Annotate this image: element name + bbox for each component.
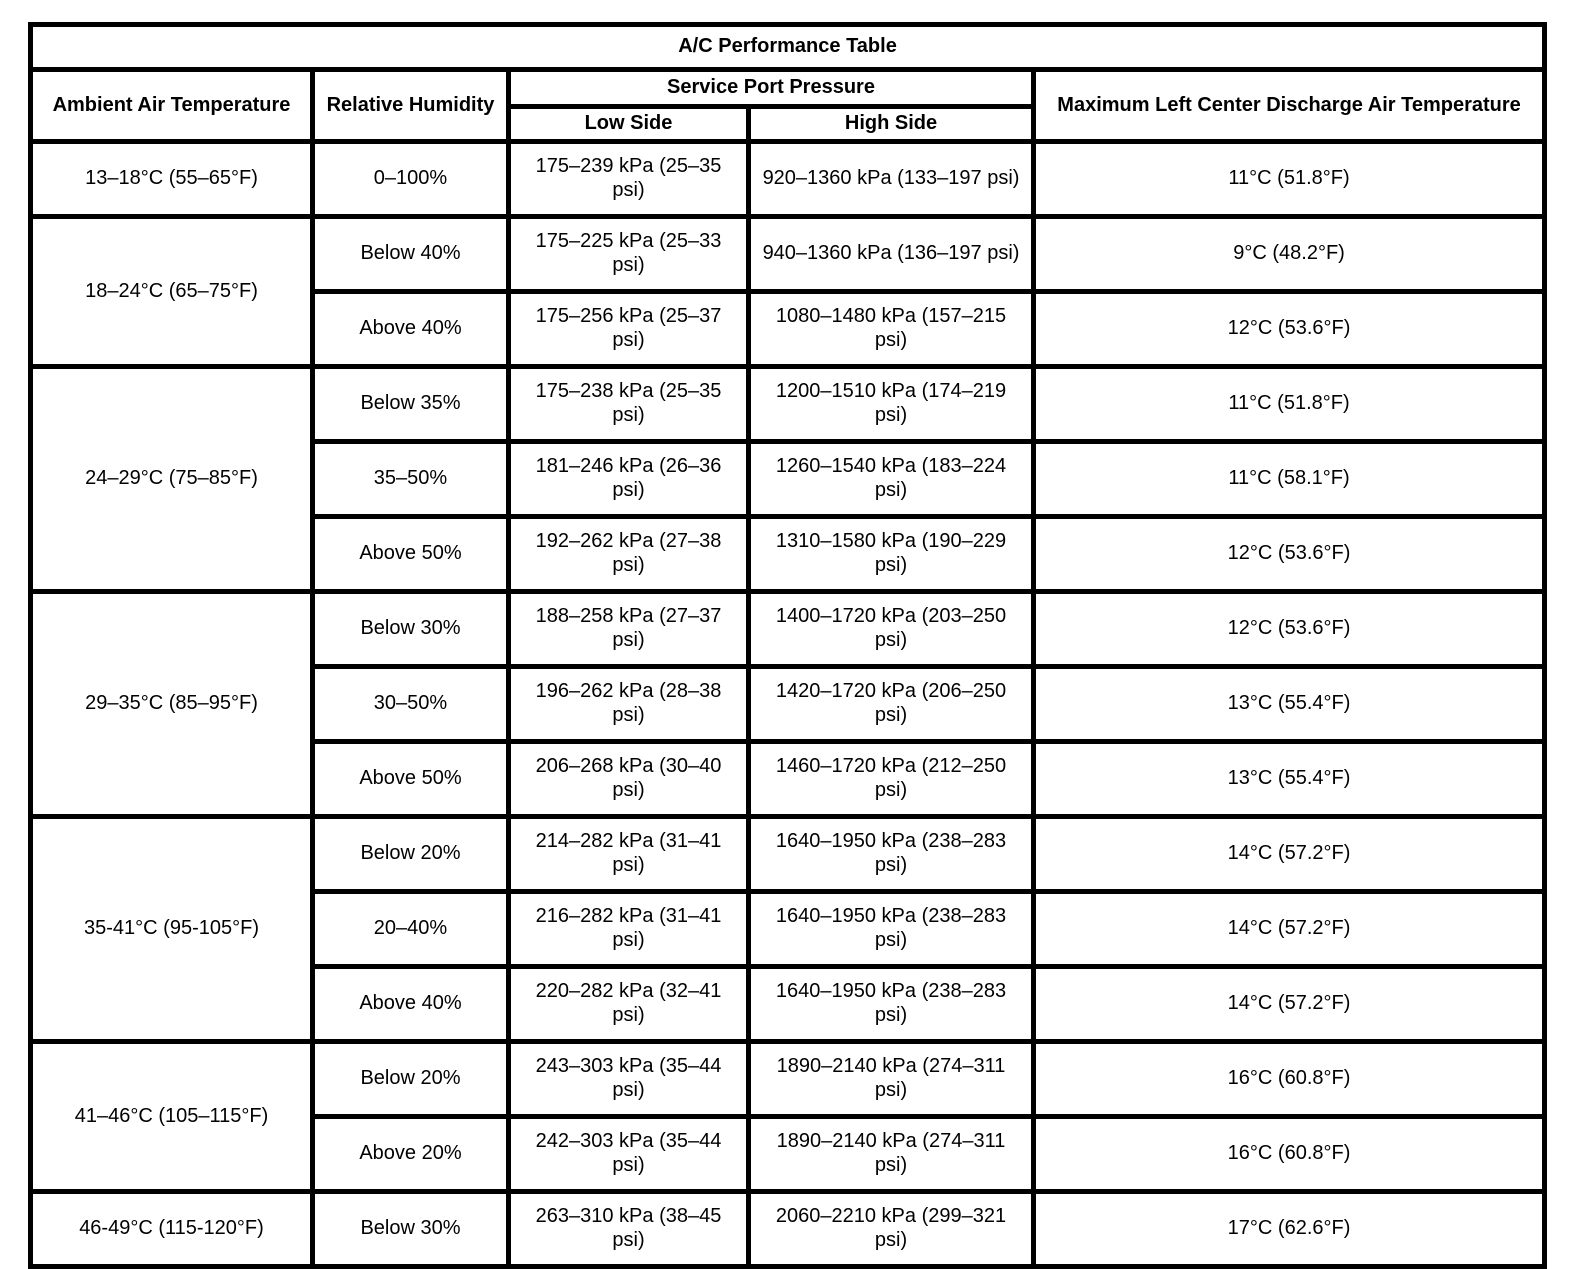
discharge-cell: 12°C (53.6°F) <box>1030 289 1548 369</box>
humidity-cell: Below 35% <box>310 364 511 444</box>
low-side-cell: 175–238 kPa (25–35 psi) <box>506 364 751 444</box>
table-row: Above 20% 242–303 kPa (35–44 psi) 1890–2… <box>31 1114 1548 1194</box>
table-row: 24–29°C (75–85°F) Below 35% 175–238 kPa … <box>28 364 1548 594</box>
discharge-cell: 16°C (60.8°F) <box>1030 1039 1548 1119</box>
table-row: 29–35°C (85–95°F) Below 30% 188–258 kPa … <box>28 589 1548 819</box>
table-row: Above 50% 206–268 kPa (30–40 psi) 1460–1… <box>31 739 1548 819</box>
high-side-cell: 2060–2210 kPa (299–321 psi) <box>746 1189 1036 1269</box>
ambient-cell: 41–46°C (105–115°F) <box>28 1039 315 1194</box>
ambient-cell: 29–35°C (85–95°F) <box>28 589 315 819</box>
high-side-cell: 940–1360 kPa (136–197 psi) <box>746 214 1036 294</box>
humidity-cell: Above 50% <box>310 514 511 594</box>
low-side-cell: 175–239 kPa (25–35 psi) <box>506 139 751 219</box>
low-side-cell: 175–225 kPa (25–33 psi) <box>506 214 751 294</box>
discharge-cell: 14°C (57.2°F) <box>1030 964 1548 1044</box>
humidity-cell: 0–100% <box>310 139 511 219</box>
ambient-cell: 35-41°C (95-105°F) <box>28 814 315 1044</box>
low-side-cell: 214–282 kPa (31–41 psi) <box>506 814 751 894</box>
high-side-cell: 1260–1540 kPa (183–224 psi) <box>746 439 1036 519</box>
page-background: A/C Performance Table Ambient Air Temper… <box>27 22 1548 1269</box>
ambient-cell: 24–29°C (75–85°F) <box>28 364 315 594</box>
column-header-max-discharge-air-temperature: Maximum Left Center Discharge Air Temper… <box>1030 67 1548 144</box>
discharge-cell: 14°C (57.2°F) <box>1030 889 1548 969</box>
humidity-cell: Below 20% <box>310 814 511 894</box>
high-side-cell: 1890–2140 kPa (274–311 psi) <box>746 1114 1036 1194</box>
low-side-cell: 206–268 kPa (30–40 psi) <box>506 739 751 819</box>
header-row-primary: Ambient Air Temperature Relative Humidit… <box>28 67 1548 144</box>
humidity-cell: 20–40% <box>310 889 511 969</box>
ac-performance-table: A/C Performance Table Ambient Air Temper… <box>27 22 1548 1269</box>
low-side-cell: 175–256 kPa (25–37 psi) <box>506 289 751 369</box>
discharge-cell: 16°C (60.8°F) <box>1030 1114 1548 1194</box>
humidity-cell: Above 40% <box>310 289 511 369</box>
table-title-row: A/C Performance Table <box>27 22 1548 72</box>
ambient-cell: 13–18°C (55–65°F) <box>28 139 315 219</box>
discharge-cell: 11°C (51.8°F) <box>1030 364 1548 444</box>
header-row-secondary: Low Side High Side <box>31 104 1545 144</box>
table-row: 20–40% 216–282 kPa (31–41 psi) 1640–1950… <box>31 889 1548 969</box>
column-header-service-port-pressure: Service Port Pressure <box>506 67 1036 109</box>
high-side-cell: 1640–1950 kPa (238–283 psi) <box>746 964 1036 1044</box>
ambient-cell: 18–24°C (65–75°F) <box>28 214 315 369</box>
table-row: 30–50% 196–262 kPa (28–38 psi) 1420–1720… <box>31 664 1548 744</box>
column-header-relative-humidity: Relative Humidity <box>310 67 511 144</box>
column-header-high-side: High Side <box>746 104 1036 144</box>
low-side-cell: 192–262 kPa (27–38 psi) <box>506 514 751 594</box>
high-side-cell: 1200–1510 kPa (174–219 psi) <box>746 364 1036 444</box>
high-side-cell: 1400–1720 kPa (203–250 psi) <box>746 589 1036 669</box>
humidity-cell: Above 50% <box>310 739 511 819</box>
column-header-low-side: Low Side <box>506 104 751 144</box>
humidity-cell: Above 20% <box>310 1114 511 1194</box>
low-side-cell: 181–246 kPa (26–36 psi) <box>506 439 751 519</box>
low-side-cell: 220–282 kPa (32–41 psi) <box>506 964 751 1044</box>
column-header-ambient-air-temperature: Ambient Air Temperature <box>28 67 315 144</box>
low-side-cell: 196–262 kPa (28–38 psi) <box>506 664 751 744</box>
low-side-cell: 263–310 kPa (38–45 psi) <box>506 1189 751 1269</box>
low-side-cell: 216–282 kPa (31–41 psi) <box>506 889 751 969</box>
high-side-cell: 1420–1720 kPa (206–250 psi) <box>746 664 1036 744</box>
low-side-cell: 188–258 kPa (27–37 psi) <box>506 589 751 669</box>
high-side-cell: 1460–1720 kPa (212–250 psi) <box>746 739 1036 819</box>
high-side-cell: 920–1360 kPa (133–197 psi) <box>746 139 1036 219</box>
table-row: 13–18°C (55–65°F) 0–100% 175–239 kPa (25… <box>28 139 1548 219</box>
low-side-cell: 242–303 kPa (35–44 psi) <box>506 1114 751 1194</box>
high-side-cell: 1890–2140 kPa (274–311 psi) <box>746 1039 1036 1119</box>
discharge-cell: 13°C (55.4°F) <box>1030 664 1548 744</box>
table-row: Above 50% 192–262 kPa (27–38 psi) 1310–1… <box>31 514 1548 594</box>
table-row: 41–46°C (105–115°F) Below 20% 243–303 kP… <box>28 1039 1548 1194</box>
discharge-cell: 12°C (53.6°F) <box>1030 589 1548 669</box>
humidity-cell: 30–50% <box>310 664 511 744</box>
table-title: A/C Performance Table <box>27 22 1548 72</box>
table-row: 46-49°C (115-120°F) Below 30% 263–310 kP… <box>28 1189 1548 1269</box>
discharge-cell: 14°C (57.2°F) <box>1030 814 1548 894</box>
discharge-cell: 13°C (55.4°F) <box>1030 739 1548 819</box>
discharge-cell: 17°C (62.6°F) <box>1030 1189 1548 1269</box>
high-side-cell: 1310–1580 kPa (190–229 psi) <box>746 514 1036 594</box>
discharge-cell: 9°C (48.2°F) <box>1030 214 1548 294</box>
low-side-cell: 243–303 kPa (35–44 psi) <box>506 1039 751 1119</box>
humidity-cell: Below 40% <box>310 214 511 294</box>
humidity-cell: Below 30% <box>310 1189 511 1269</box>
high-side-cell: 1640–1950 kPa (238–283 psi) <box>746 889 1036 969</box>
discharge-cell: 12°C (53.6°F) <box>1030 514 1548 594</box>
table-row: 18–24°C (65–75°F) Below 40% 175–225 kPa … <box>28 214 1548 369</box>
humidity-cell: Below 20% <box>310 1039 511 1119</box>
ambient-cell: 46-49°C (115-120°F) <box>28 1189 315 1269</box>
high-side-cell: 1640–1950 kPa (238–283 psi) <box>746 814 1036 894</box>
discharge-cell: 11°C (58.1°F) <box>1030 439 1548 519</box>
humidity-cell: 35–50% <box>310 439 511 519</box>
table-row: 35-41°C (95-105°F) Below 20% 214–282 kPa… <box>28 814 1548 1044</box>
table-row: Above 40% 220–282 kPa (32–41 psi) 1640–1… <box>31 964 1548 1044</box>
discharge-cell: 11°C (51.8°F) <box>1030 139 1548 219</box>
humidity-cell: Above 40% <box>310 964 511 1044</box>
high-side-cell: 1080–1480 kPa (157–215 psi) <box>746 289 1036 369</box>
table-row: Above 40% 175–256 kPa (25–37 psi) 1080–1… <box>31 289 1548 369</box>
table-row: 35–50% 181–246 kPa (26–36 psi) 1260–1540… <box>31 439 1548 519</box>
humidity-cell: Below 30% <box>310 589 511 669</box>
